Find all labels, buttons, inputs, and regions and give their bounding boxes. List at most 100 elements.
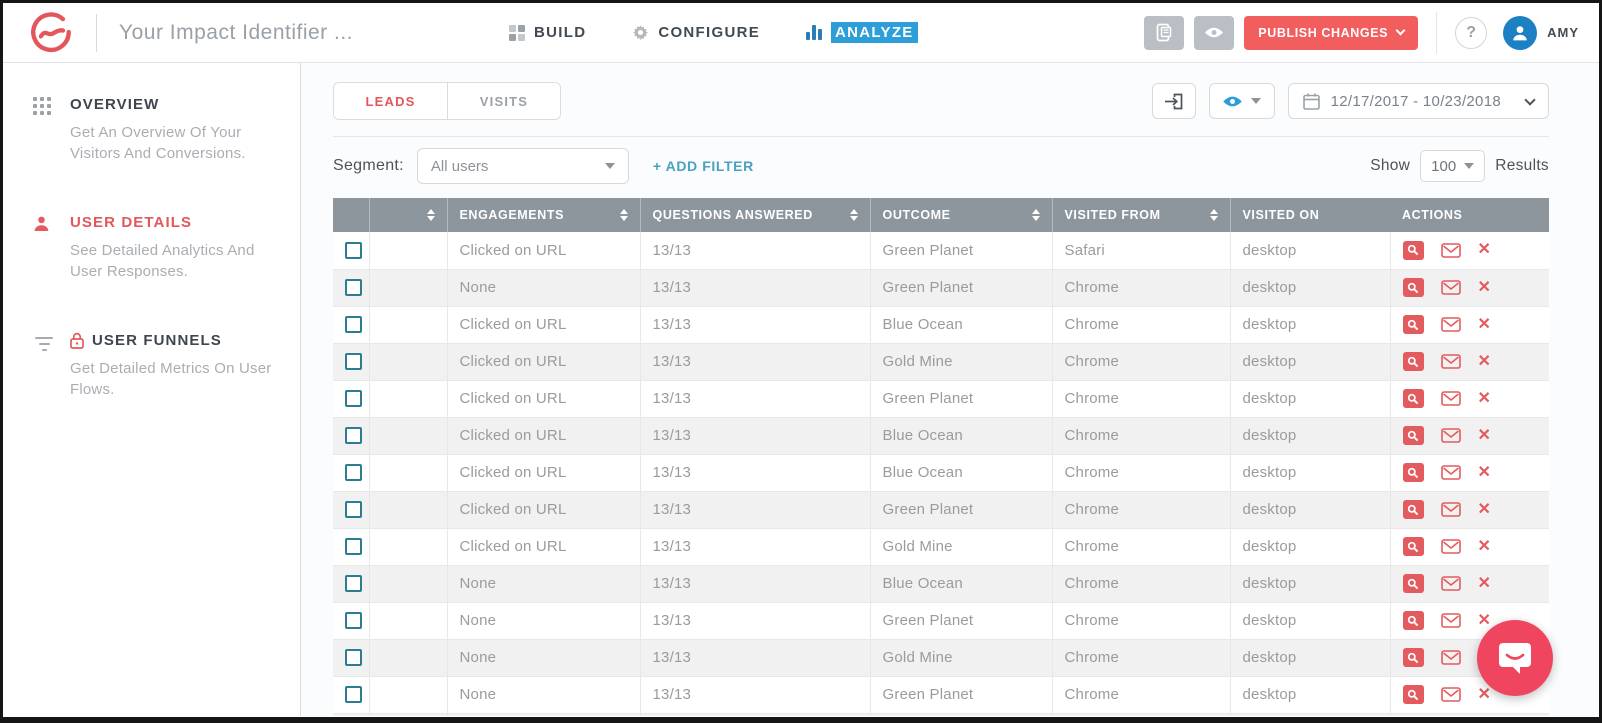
- delete-button[interactable]: ✕: [1477, 537, 1492, 555]
- cell-outcome: Gold Mine: [870, 528, 1053, 566]
- email-button[interactable]: [1440, 502, 1461, 517]
- cell-visited-from: Chrome: [1052, 454, 1231, 492]
- nav-configure[interactable]: CONFIGURE: [632, 24, 760, 41]
- delete-button[interactable]: ✕: [1477, 278, 1492, 296]
- email-button[interactable]: [1440, 576, 1461, 591]
- nav-analyze[interactable]: ANALYZE: [806, 22, 918, 43]
- sort-icon[interactable]: [849, 209, 858, 221]
- filter-row: Segment: All users + ADD FILTER Show 100…: [333, 148, 1549, 184]
- sort-icon[interactable]: [1209, 209, 1218, 221]
- row-checkbox[interactable]: [345, 464, 362, 482]
- export-button[interactable]: [1151, 83, 1196, 119]
- date-range-picker[interactable]: 12/17/2017 - 10/23/2018: [1287, 83, 1549, 119]
- column-header-outcome[interactable]: OUTCOME: [870, 198, 1053, 232]
- preview-button[interactable]: [1194, 15, 1235, 50]
- row-checkbox[interactable]: [345, 649, 362, 667]
- row-actions: ✕: [1402, 352, 1538, 371]
- delete-button[interactable]: ✕: [1477, 463, 1492, 481]
- document-title[interactable]: Your Impact Identifier ...: [119, 20, 354, 44]
- view-details-button[interactable]: [1402, 611, 1424, 630]
- help-button[interactable]: ?: [1455, 16, 1488, 49]
- column-header-col-1[interactable]: [369, 198, 448, 232]
- column-header-questions-answered[interactable]: QUESTIONS ANSWERED: [640, 198, 871, 232]
- view-details-button[interactable]: [1402, 537, 1424, 556]
- cell-blank: [369, 232, 448, 270]
- delete-button[interactable]: ✕: [1477, 426, 1492, 444]
- view-details-button[interactable]: [1402, 240, 1424, 260]
- row-checkbox[interactable]: [345, 575, 362, 593]
- notes-button[interactable]: [1144, 15, 1185, 50]
- results-count-select[interactable]: 100: [1420, 150, 1486, 182]
- row-checkbox[interactable]: [345, 279, 362, 297]
- view-details-button[interactable]: [1402, 352, 1424, 371]
- row-checkbox[interactable]: [345, 612, 362, 630]
- sidebar-item-user-funnels[interactable]: USER FUNNELS Get Detailed Metrics On Use…: [33, 332, 272, 400]
- column-header-visited-from[interactable]: VISITED FROM: [1052, 198, 1231, 232]
- email-button[interactable]: [1440, 317, 1461, 332]
- view-details-button[interactable]: [1402, 389, 1424, 408]
- cell-engagements: None: [447, 602, 641, 640]
- export-icon: [1165, 93, 1183, 109]
- row-checkbox[interactable]: [345, 686, 362, 704]
- chevron-down-icon: [1395, 25, 1406, 36]
- delete-button[interactable]: ✕: [1477, 574, 1492, 592]
- email-button[interactable]: [1440, 280, 1461, 295]
- delete-button[interactable]: ✕: [1477, 352, 1492, 370]
- column-visibility-button[interactable]: [1208, 83, 1275, 119]
- view-details-button[interactable]: [1402, 648, 1424, 667]
- email-button[interactable]: [1440, 465, 1461, 480]
- delete-button[interactable]: ✕: [1477, 500, 1492, 518]
- segment-select[interactable]: All users: [416, 148, 629, 184]
- show-label: Show: [1370, 157, 1411, 174]
- row-checkbox[interactable]: [345, 390, 362, 408]
- cell-visited-from: Chrome: [1052, 343, 1231, 381]
- email-button[interactable]: [1440, 687, 1461, 702]
- row-checkbox[interactable]: [345, 316, 362, 334]
- email-button[interactable]: [1440, 539, 1461, 554]
- sort-icon[interactable]: [426, 209, 435, 221]
- delete-button[interactable]: ✕: [1477, 685, 1492, 703]
- column-header-engagements[interactable]: ENGAGEMENTS: [447, 198, 641, 232]
- column-label: ACTIONS: [1402, 208, 1463, 222]
- sort-icon[interactable]: [619, 209, 628, 221]
- email-button[interactable]: [1440, 354, 1461, 369]
- nav-build[interactable]: BUILD: [509, 24, 586, 41]
- user-name[interactable]: AMY: [1547, 25, 1579, 40]
- email-button[interactable]: [1440, 650, 1461, 665]
- row-checkbox[interactable]: [345, 242, 362, 260]
- magnifier-icon: [1407, 689, 1419, 700]
- cell-blank: [369, 417, 448, 455]
- row-actions: ✕: [1402, 426, 1538, 445]
- view-details-button[interactable]: [1402, 426, 1424, 445]
- row-checkbox[interactable]: [345, 501, 362, 519]
- delete-button[interactable]: ✕: [1477, 389, 1492, 407]
- email-button[interactable]: [1440, 391, 1461, 406]
- tab-visits[interactable]: VISITS: [447, 83, 560, 119]
- add-filter-link[interactable]: + ADD FILTER: [652, 158, 754, 174]
- avatar[interactable]: [1503, 15, 1538, 50]
- delete-button[interactable]: ✕: [1477, 315, 1492, 333]
- view-details-button[interactable]: [1402, 463, 1424, 482]
- view-details-button[interactable]: [1402, 574, 1424, 593]
- email-button[interactable]: [1440, 242, 1461, 258]
- delete-button[interactable]: ✕: [1477, 241, 1492, 259]
- row-checkbox[interactable]: [345, 538, 362, 556]
- delete-button[interactable]: ✕: [1477, 611, 1492, 629]
- view-details-button[interactable]: [1402, 278, 1424, 297]
- brand-logo-icon[interactable]: [28, 10, 74, 56]
- row-checkbox[interactable]: [345, 353, 362, 371]
- publish-changes-button[interactable]: PUBLISH CHANGES: [1244, 15, 1419, 50]
- email-button[interactable]: [1440, 428, 1461, 443]
- sidebar-item-user-details[interactable]: USER DETAILS See Detailed Analytics And …: [33, 214, 272, 282]
- sidebar-item-overview[interactable]: OVERVIEW Get An Overview Of Your Visitor…: [33, 96, 272, 164]
- chat-launcher-button[interactable]: [1477, 620, 1553, 696]
- row-checkbox[interactable]: [345, 427, 362, 445]
- sort-icon[interactable]: [1031, 209, 1040, 221]
- view-details-button[interactable]: [1402, 315, 1424, 334]
- cell-questions-answered: 13/13: [640, 602, 871, 640]
- view-details-button[interactable]: [1402, 685, 1424, 704]
- tab-leads[interactable]: LEADS: [334, 83, 447, 119]
- email-button[interactable]: [1440, 613, 1461, 628]
- envelope-icon: [1440, 576, 1461, 591]
- view-details-button[interactable]: [1402, 500, 1424, 519]
